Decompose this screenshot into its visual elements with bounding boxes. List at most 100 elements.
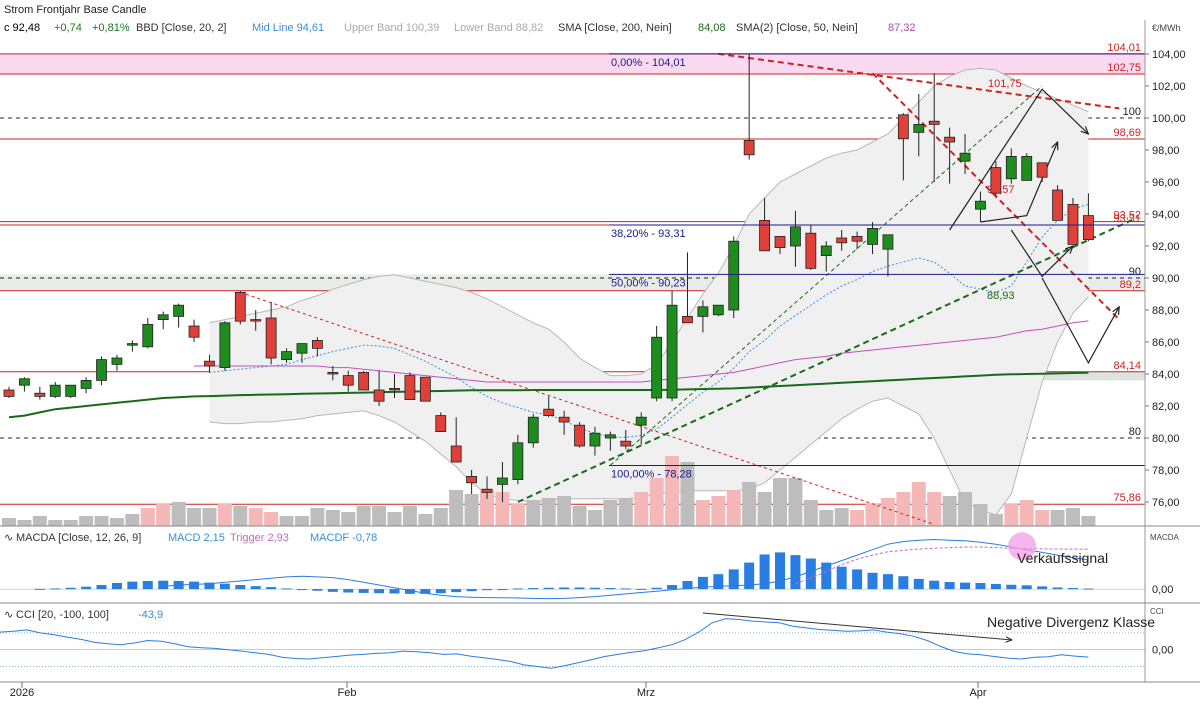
candle-body [65,384,77,397]
header-value: SMA(2) [Close, 50, Nein] [736,22,858,34]
macd-histogram-bar [682,580,693,590]
macd-histogram-bar [482,589,493,591]
y-tick-label: 92,00 [1152,241,1180,253]
volume-bar [834,508,849,526]
macd-histogram-bar [929,580,940,590]
volume-bar [680,462,695,526]
uptrend-channel-line [610,85,1043,466]
x-tick-label: Apr [969,687,986,699]
candle-body [805,232,817,269]
fibonacci-label: 100,00% - 78,28 [611,469,692,481]
candle-body [975,200,986,210]
volume-bar [264,512,279,526]
macd-histogram-bar [528,588,539,590]
downtrend-line [240,291,935,525]
macd-histogram-bar [420,589,431,594]
cci-header-value: -43,9 [138,609,163,621]
macd-histogram-bar [451,589,462,593]
y-tick-label: 104,00 [1152,49,1186,61]
header-value: 84,08 [698,22,726,34]
candle-body [481,488,493,493]
macd-histogram-bar [867,572,878,590]
candle-body [697,306,709,317]
candle-body [666,304,678,399]
header-value: Mid Line 94,61 [252,22,324,34]
scenario-arrow [1041,277,1119,365]
macd-histogram-bar [913,578,924,590]
fibonacci-label: 0,00% - 104,01 [611,57,686,69]
sma50-line [194,320,1089,383]
round-level-label: 80 [1129,426,1141,438]
macd-header-value: MACD 2,15 [168,532,225,544]
y-tick-label: 86,00 [1152,337,1180,349]
candle-body [527,416,539,444]
volume-bar [942,496,957,526]
candle-body [1052,189,1063,221]
candle-body [296,343,308,354]
header-value: 87,32 [888,22,916,34]
volume-bar [387,512,402,526]
candle-body [651,336,663,399]
divergence-arrow [702,612,1012,640]
macd-histogram-bar [882,574,893,590]
candle-body [774,235,786,248]
resistance-label: 93,52 [1113,210,1141,222]
volume-bar [1004,504,1019,526]
sma200-line [8,371,1089,419]
volume-bar [850,510,865,526]
macd-histogram-bar [312,589,323,591]
volume-bar [988,514,1003,526]
volume-bar [865,504,880,526]
volume-bar [294,516,309,526]
candle-body [589,432,601,447]
macd-histogram-bar [697,576,708,590]
macd-icon: ∿ [4,532,13,544]
volume-bar [449,490,464,526]
candle-body [96,359,107,381]
volume-bar [32,516,47,526]
candle-body [219,322,231,368]
macd-histogram-bar [589,587,600,590]
bollinger-midline [209,203,1089,438]
sell-signal-annotation: Verkaufssignal [1017,550,1108,566]
candle-body [265,317,277,359]
candle-body [157,314,169,320]
support-zone [985,371,1145,381]
macd-histogram-bar [667,585,678,590]
volume-bar [156,504,171,526]
volume-bar [48,520,63,526]
resistance-zone [0,53,1145,74]
candle-body [913,124,925,133]
volume-bar [418,514,433,526]
divergence-annotation: Negative Divergenz Klasse [987,614,1155,630]
macd-histogram-bar [235,585,246,590]
volume-bar [464,494,479,526]
round-level-label: 90 [1129,266,1141,278]
x-tick-label: Feb [338,687,357,699]
cci-header-value: CCI [20, -100, 100] [16,609,109,621]
volume-bar [711,496,726,526]
candle-body [1067,203,1079,245]
volume-bar [325,510,340,526]
macd-header-value: Trigger 2,93 [230,532,289,544]
resistance-label: 89,2 [1120,279,1141,291]
macd-histogram-bar [1067,588,1078,590]
candle-body [512,442,524,480]
volume-bar [17,520,32,526]
macd-histogram-bar [466,589,477,592]
volume-bar [634,492,649,526]
volume-bar [94,516,109,526]
fibonacci-label: 50,00% - 90,23 [611,277,686,289]
resistance-label: 98,69 [1113,127,1141,139]
macd-histogram-bar [296,589,307,591]
candle-body [142,323,154,348]
cci-zero-label: 0,00 [1152,645,1173,657]
candle-body [1021,155,1033,181]
macd-histogram-bar [713,574,724,590]
cci-line [0,618,1089,669]
candle-body [49,384,61,397]
macd-histogram-bar [636,588,647,590]
candle-body [497,477,508,485]
